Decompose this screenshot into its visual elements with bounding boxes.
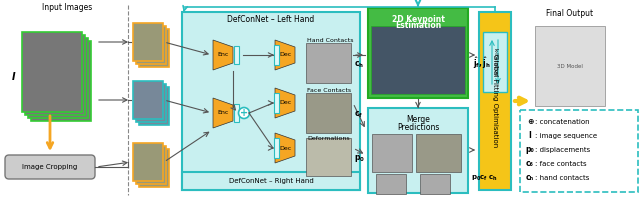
Text: Final Output: Final Output bbox=[547, 9, 593, 18]
Bar bbox=[372, 134, 412, 172]
Text: p₀: p₀ bbox=[525, 145, 534, 154]
Polygon shape bbox=[275, 40, 295, 70]
Bar bbox=[306, 43, 351, 83]
Polygon shape bbox=[213, 40, 233, 70]
Bar bbox=[479, 12, 511, 190]
Bar bbox=[416, 134, 461, 172]
Bar bbox=[306, 138, 351, 176]
Bar bbox=[535, 26, 605, 106]
Polygon shape bbox=[275, 88, 295, 118]
Bar bbox=[133, 143, 163, 181]
Bar bbox=[136, 26, 166, 64]
Text: +: + bbox=[240, 108, 248, 118]
Bar bbox=[520, 110, 638, 192]
Bar bbox=[306, 93, 351, 133]
Text: 3D Model: 3D Model bbox=[557, 63, 583, 69]
Bar bbox=[136, 84, 166, 122]
Text: $\mathbf{\hat{j}_f, \hat{j}_h}$: $\mathbf{\hat{j}_f, \hat{j}_h}$ bbox=[473, 55, 491, 71]
Text: Image Cropping: Image Cropping bbox=[22, 164, 77, 170]
Text: Enc: Enc bbox=[218, 111, 228, 115]
Text: c₆: c₆ bbox=[526, 160, 534, 169]
Text: Dec: Dec bbox=[279, 145, 291, 151]
Text: DefConNet – Left Hand: DefConNet – Left Hand bbox=[227, 16, 315, 24]
Bar bbox=[274, 93, 279, 113]
Text: I: I bbox=[529, 132, 531, 141]
Text: Input Images: Input Images bbox=[42, 3, 92, 12]
Text: Dec: Dec bbox=[279, 101, 291, 105]
Text: Face Contacts: Face Contacts bbox=[307, 88, 351, 92]
Text: Dec: Dec bbox=[279, 52, 291, 58]
Text: : image sequence: : image sequence bbox=[535, 133, 597, 139]
Text: : face contacts: : face contacts bbox=[535, 161, 587, 167]
Text: : displacements: : displacements bbox=[535, 147, 590, 153]
Bar bbox=[376, 174, 406, 194]
Text: DefConNet – Right Hand: DefConNet – Right Hand bbox=[228, 178, 314, 184]
Bar bbox=[25, 35, 85, 115]
Text: 2D Keypoint: 2D Keypoint bbox=[392, 14, 444, 23]
Bar bbox=[133, 23, 163, 61]
Text: Estimation: Estimation bbox=[395, 21, 441, 31]
Text: k-Iteration: k-Iteration bbox=[493, 48, 497, 76]
Bar bbox=[234, 104, 239, 122]
Bar bbox=[133, 81, 163, 119]
Text: Merge: Merge bbox=[406, 115, 430, 124]
Bar bbox=[182, 12, 360, 190]
Text: Predictions: Predictions bbox=[397, 123, 439, 133]
Bar bbox=[139, 149, 169, 187]
Bar bbox=[368, 108, 468, 193]
Text: I: I bbox=[12, 72, 16, 82]
Text: Enc: Enc bbox=[218, 52, 228, 58]
Text: $\mathbf{p_0 c_f}\ \mathbf{c_h}$: $\mathbf{p_0 c_f}\ \mathbf{c_h}$ bbox=[471, 173, 498, 183]
Text: $\mathbf{c_f}$: $\mathbf{c_f}$ bbox=[354, 110, 363, 120]
Bar bbox=[420, 174, 450, 194]
Bar bbox=[483, 32, 507, 92]
Bar bbox=[234, 46, 239, 64]
Bar bbox=[22, 32, 82, 112]
Bar bbox=[368, 8, 468, 98]
Text: ⊕: ⊕ bbox=[527, 118, 533, 126]
Text: cₕ: cₕ bbox=[526, 173, 534, 183]
Text: Hand Contacts: Hand Contacts bbox=[307, 38, 353, 42]
Polygon shape bbox=[275, 133, 295, 163]
Bar bbox=[274, 138, 279, 158]
Bar bbox=[139, 87, 169, 125]
Bar bbox=[274, 45, 279, 65]
Bar bbox=[31, 41, 91, 121]
Text: : hand contacts: : hand contacts bbox=[535, 175, 589, 181]
Text: $\mathbf{p_0}$: $\mathbf{p_0}$ bbox=[354, 153, 365, 163]
FancyBboxPatch shape bbox=[5, 155, 95, 179]
Bar bbox=[182, 172, 360, 190]
Bar bbox=[139, 29, 169, 67]
Bar bbox=[28, 38, 88, 118]
Text: Global Fitting Optimisation: Global Fitting Optimisation bbox=[492, 54, 498, 148]
Bar bbox=[371, 26, 465, 94]
Text: : concatenation: : concatenation bbox=[535, 119, 589, 125]
Text: $\mathbf{c_h}$: $\mathbf{c_h}$ bbox=[354, 60, 364, 70]
Bar bbox=[136, 146, 166, 184]
Text: Deformations: Deformations bbox=[307, 135, 349, 141]
Polygon shape bbox=[213, 98, 233, 128]
Circle shape bbox=[239, 108, 250, 119]
